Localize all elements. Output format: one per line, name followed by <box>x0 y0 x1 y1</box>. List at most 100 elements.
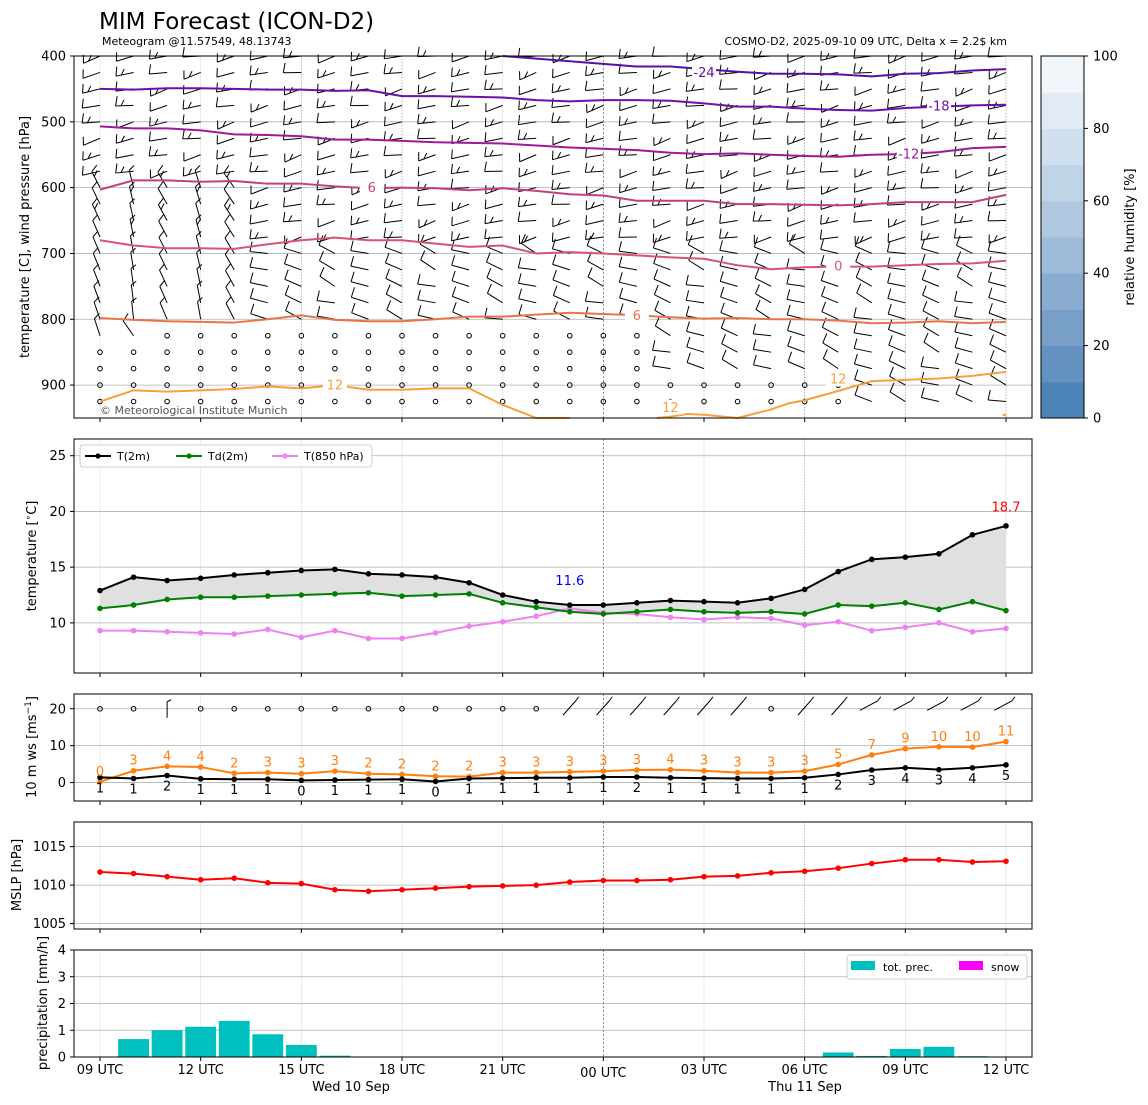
series-point-2 <box>264 626 271 633</box>
wind-barb-staff <box>619 281 638 287</box>
wind-barb-feather <box>154 118 159 126</box>
wind-barb-feather <box>188 168 193 175</box>
wind-barb-staff <box>586 121 604 129</box>
precip-ylabel: precipitation [mm/h] <box>36 936 51 1070</box>
wind-barb-feather <box>120 135 125 142</box>
wind-barb-feather <box>225 263 231 271</box>
wind-barb-staff <box>196 252 202 271</box>
series-point-1 <box>902 600 909 606</box>
series-point-2 <box>533 613 540 619</box>
wind-barb-staff <box>921 397 940 403</box>
mslp-point <box>164 873 170 880</box>
wind-barb-staff <box>753 88 772 95</box>
wind-barb-staff <box>418 220 436 229</box>
wind-barb-staff <box>721 358 738 370</box>
wind-barb-feather <box>987 181 990 192</box>
wind-point-1 <box>801 774 808 781</box>
wind-barb-feather <box>182 114 185 125</box>
wind-barb-staff <box>383 154 403 157</box>
wind-barb-staff <box>822 342 839 353</box>
wind-barb-feather <box>989 350 995 361</box>
wind-barb-staff <box>619 104 638 112</box>
wind-barb-staff <box>157 188 168 205</box>
colorbar-cell <box>1041 92 1084 129</box>
wind-barb-staff <box>787 236 805 242</box>
wind-barb-staff <box>687 203 705 212</box>
colorbar-cell <box>1041 56 1084 93</box>
wind-barb-feather <box>282 62 286 73</box>
wind-barb-staff <box>923 326 940 337</box>
wind-10m-barb <box>859 700 879 711</box>
wind-barb-feather <box>889 382 895 393</box>
wind-barb-staff <box>955 88 973 97</box>
wind-barb-staff <box>225 270 235 287</box>
wind-barb-feather <box>417 181 420 191</box>
wind-barb-feather <box>385 268 390 279</box>
wind-barb-staff <box>82 71 101 79</box>
mslp-series <box>97 856 1009 895</box>
wind-barb-staff <box>854 187 872 193</box>
wind-barb-staff <box>753 220 772 222</box>
series-point-1 <box>264 593 271 599</box>
wind-barb-feather <box>753 237 759 248</box>
wind-barb-feather <box>148 64 152 75</box>
wind-barb-feather <box>820 132 822 143</box>
speed-value-label: 4 <box>901 772 909 787</box>
wind-barb-staff <box>954 315 973 320</box>
wind-barb-staff <box>316 104 335 109</box>
temperature-extreme-label: 18.7 <box>992 500 1021 515</box>
wind-barb-staff <box>93 269 101 287</box>
wind-barb-staff <box>820 88 839 91</box>
wind-barb-feather <box>892 116 897 123</box>
wind-barb-staff <box>585 220 604 226</box>
wind-barb-feather <box>887 319 893 330</box>
wind-point-0 <box>768 769 774 776</box>
wind-barb-feather <box>551 179 554 190</box>
gust-value-label: 4 <box>163 749 171 764</box>
series-point-1 <box>298 592 305 598</box>
wind-point-0 <box>667 766 674 773</box>
wind-barb-staff <box>417 121 436 125</box>
wind-barb-staff <box>93 318 101 336</box>
wind-barb-staff <box>855 245 872 254</box>
legend-box <box>79 444 373 468</box>
wind-point-1 <box>600 774 607 780</box>
wind-barb-staff <box>754 236 772 244</box>
series-point-1 <box>1003 607 1009 614</box>
series-point-0 <box>231 572 238 578</box>
calm-wind-marker <box>332 349 338 355</box>
isotherm-label-bg <box>826 257 851 273</box>
wind-barb-staff <box>721 327 738 337</box>
wind-barb-staff <box>553 295 570 304</box>
wind-point-1 <box>365 776 372 783</box>
wind-barb-staff <box>149 154 168 157</box>
wind-point-1 <box>634 774 640 780</box>
wind-barb-feather <box>921 238 926 249</box>
wind-barb-staff <box>754 277 772 287</box>
calm-wind-marker <box>164 349 170 355</box>
wind-barb-staff <box>719 55 738 60</box>
gust-value-label: 9 <box>901 732 909 747</box>
wind-point-0 <box>868 752 875 758</box>
wind-barb-feather <box>383 227 387 238</box>
wind-barb-staff <box>786 88 805 93</box>
wind-barb-feather <box>988 303 993 314</box>
calm-wind-marker <box>566 332 573 339</box>
series-point-0 <box>902 554 909 560</box>
calm-wind-marker <box>231 398 238 405</box>
series-point-0 <box>365 571 372 577</box>
wind-barb-feather <box>652 180 655 191</box>
wind-barb-feather <box>822 333 828 344</box>
wind-barb-feather <box>288 215 293 222</box>
wind-barb-feather <box>720 286 725 298</box>
wind-barb-feather <box>758 86 763 94</box>
wind-barb-feather <box>787 351 793 362</box>
wind-barb-staff <box>586 245 604 254</box>
wind-barb-staff <box>887 104 906 109</box>
gust-value-label: 3 <box>767 756 775 771</box>
wind-barb-feather <box>618 48 621 59</box>
series-point-2 <box>97 627 103 634</box>
wind-barb-staff <box>452 295 470 304</box>
wind-barb-staff <box>954 300 973 304</box>
wind-barb-staff <box>855 276 873 287</box>
